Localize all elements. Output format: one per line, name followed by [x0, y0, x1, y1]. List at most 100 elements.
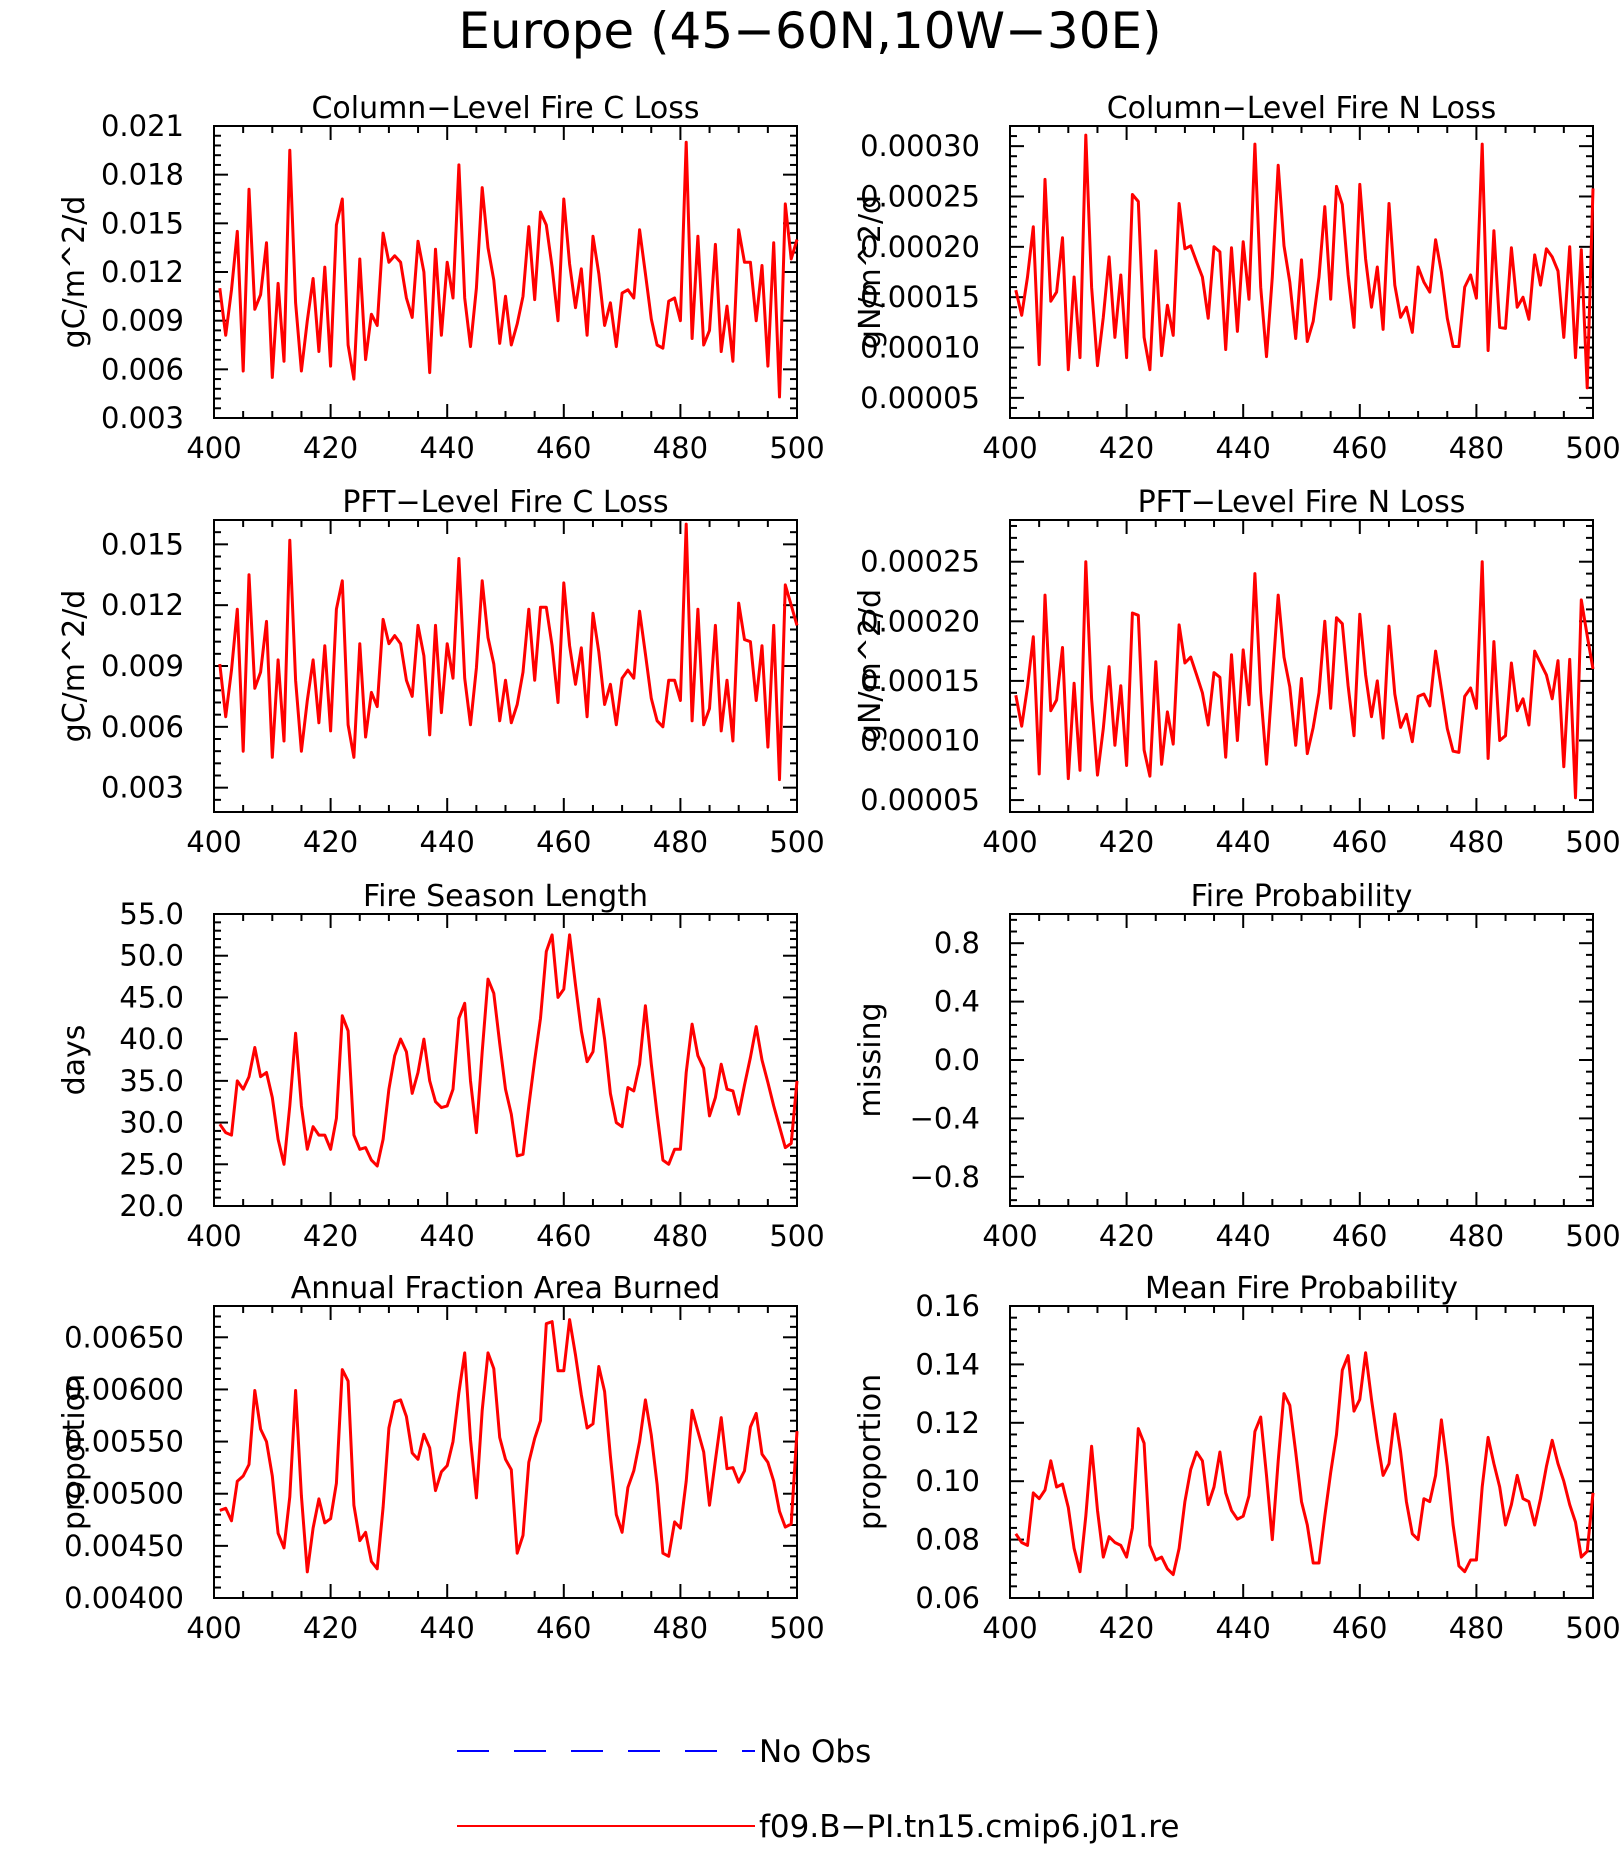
panel-4: PFT−Level Fire N Loss gN/m^2/d 400 420 440 46…	[853, 485, 1621, 859]
panel-5: Fire Season Length days 400 420 440 460 480 500…	[57, 879, 825, 1253]
y-tick-label: 0.009	[101, 649, 184, 683]
x-tick-label: 500	[769, 1219, 824, 1253]
series-line	[218, 933, 799, 1168]
panel-3: PFT−Level Fire C Loss gC/m^2/d 400 420 440 46…	[57, 485, 825, 859]
x-tick-label: 480	[1449, 1611, 1504, 1645]
x-tick-label: 460	[1332, 431, 1387, 465]
legend: No Obs f09.B−PI.tn15.cmip6.j01.re	[457, 1734, 1179, 1845]
x-tick-label: 440	[1216, 1611, 1271, 1645]
x-tick-label: 480	[1449, 431, 1504, 465]
y-tick-label: 0.00010	[860, 331, 980, 365]
panel-1: Column−Level Fire C Loss gC/m^2/d 400 420 44…	[57, 91, 825, 465]
y-tick-label: 0.00030	[860, 129, 980, 163]
x-tick-label: 400	[186, 825, 241, 859]
y-tick-label: 0.009	[101, 304, 184, 338]
y-axis-label: gN/m^2/d	[853, 589, 888, 743]
x-tick-label: 500	[769, 1611, 824, 1645]
y-tick-label: 0.16	[915, 1289, 980, 1323]
y-tick-label: 0.015	[101, 527, 184, 561]
y-tick-label: 55.0	[119, 897, 184, 931]
y-axis-label: missing	[853, 1002, 888, 1117]
series-line	[1014, 133, 1595, 390]
y-tick-label: 0.00020	[860, 604, 980, 638]
x-tick-label: 400	[186, 1219, 241, 1253]
x-tick-label: 420	[303, 431, 358, 465]
panel-title: Column−Level Fire N Loss	[1107, 91, 1497, 126]
x-tick-label: 460	[1332, 825, 1387, 859]
x-tick-label: 400	[982, 431, 1037, 465]
x-tick-label: 400	[982, 1219, 1037, 1253]
x-tick-label: 400	[186, 431, 241, 465]
series-line	[218, 522, 799, 782]
x-tick-label: 400	[982, 825, 1037, 859]
y-tick-label: 30.0	[119, 1106, 184, 1140]
y-tick-label: 0.006	[101, 710, 184, 744]
x-tick-label: 460	[1332, 1611, 1387, 1645]
y-tick-label: 0.00005	[860, 381, 980, 415]
x-tick-label: 460	[536, 1219, 591, 1253]
x-tick-label: 480	[1449, 1219, 1504, 1253]
y-tick-label: 0.00005	[860, 783, 980, 817]
x-tick-label: 420	[303, 1219, 358, 1253]
y-axis-label: gC/m^2/d	[57, 590, 92, 743]
panel-title: PFT−Level Fire N Loss	[1138, 485, 1466, 520]
x-tick-label: 400	[982, 1611, 1037, 1645]
y-tick-label: 0.003	[101, 771, 184, 805]
y-tick-label: 0.06	[915, 1581, 980, 1615]
x-tick-label: 420	[303, 825, 358, 859]
x-tick-label: 480	[1449, 825, 1504, 859]
y-tick-label: −0.4	[910, 1101, 980, 1135]
y-tick-label: −0.8	[910, 1160, 980, 1194]
y-tick-label: 0.12	[915, 1406, 980, 1440]
panel-7: Annual Fraction Area Burned proportion 400…	[57, 1271, 825, 1645]
x-tick-label: 440	[420, 825, 475, 859]
y-tick-label: 0.8	[934, 926, 980, 960]
y-axis-label: gC/m^2/d	[57, 196, 92, 349]
legend-no-obs-label: No Obs	[759, 1734, 871, 1770]
y-tick-label: 0.00020	[860, 230, 980, 264]
y-tick-label: 0.012	[101, 588, 184, 622]
x-tick-label: 480	[653, 431, 708, 465]
y-tick-label: 0.00025	[860, 179, 980, 213]
x-tick-label: 440	[1216, 1219, 1271, 1253]
x-tick-label: 460	[536, 1611, 591, 1645]
plot-frame	[213, 519, 798, 813]
y-tick-label: 0.00500	[64, 1477, 184, 1511]
x-tick-label: 500	[1565, 431, 1620, 465]
panel-2: Column−Level Fire N Loss gN/m^2/d 400 420 44…	[853, 91, 1621, 465]
x-tick-label: 500	[1565, 1611, 1620, 1645]
y-tick-label: 0.003	[101, 401, 184, 435]
figure-title: Europe (45−60N,10W−30E)	[458, 2, 1161, 60]
y-axis-label: proportion	[853, 1374, 888, 1530]
y-tick-label: 0.00550	[64, 1425, 184, 1459]
y-tick-label: 0.015	[101, 206, 184, 240]
plot-frame	[213, 913, 798, 1207]
y-tick-label: 0.00010	[860, 723, 980, 757]
x-tick-label: 420	[1099, 1219, 1154, 1253]
x-tick-label: 500	[1565, 825, 1620, 859]
x-tick-label: 440	[420, 1219, 475, 1253]
panel-title: Column−Level Fire C Loss	[311, 91, 699, 126]
plot-frame	[213, 125, 798, 419]
x-tick-label: 480	[653, 825, 708, 859]
y-tick-label: 0.006	[101, 352, 184, 386]
x-tick-label: 480	[653, 1219, 708, 1253]
x-tick-label: 460	[536, 825, 591, 859]
panel-title: Mean Fire Probability	[1145, 1271, 1458, 1306]
y-tick-label: 25.0	[119, 1147, 184, 1181]
panel-title: Annual Fraction Area Burned	[291, 1271, 721, 1306]
y-tick-label: 0.00600	[64, 1372, 184, 1406]
x-tick-label: 500	[1565, 1219, 1620, 1253]
series-line	[1014, 560, 1595, 800]
x-tick-label: 420	[1099, 431, 1154, 465]
x-tick-label: 440	[1216, 431, 1271, 465]
plot-frame	[1009, 913, 1594, 1207]
panel-title: Fire Probability	[1191, 879, 1413, 914]
y-tick-label: 0.021	[101, 109, 184, 143]
panel-6: Fire Probability missing 400 420 440 460 480 50…	[853, 879, 1621, 1253]
y-tick-label: 0.10	[915, 1464, 980, 1498]
y-tick-label: 0.012	[101, 255, 184, 289]
x-tick-label: 440	[1216, 825, 1271, 859]
x-tick-label: 480	[653, 1611, 708, 1645]
y-tick-label: 0.4	[934, 985, 980, 1019]
